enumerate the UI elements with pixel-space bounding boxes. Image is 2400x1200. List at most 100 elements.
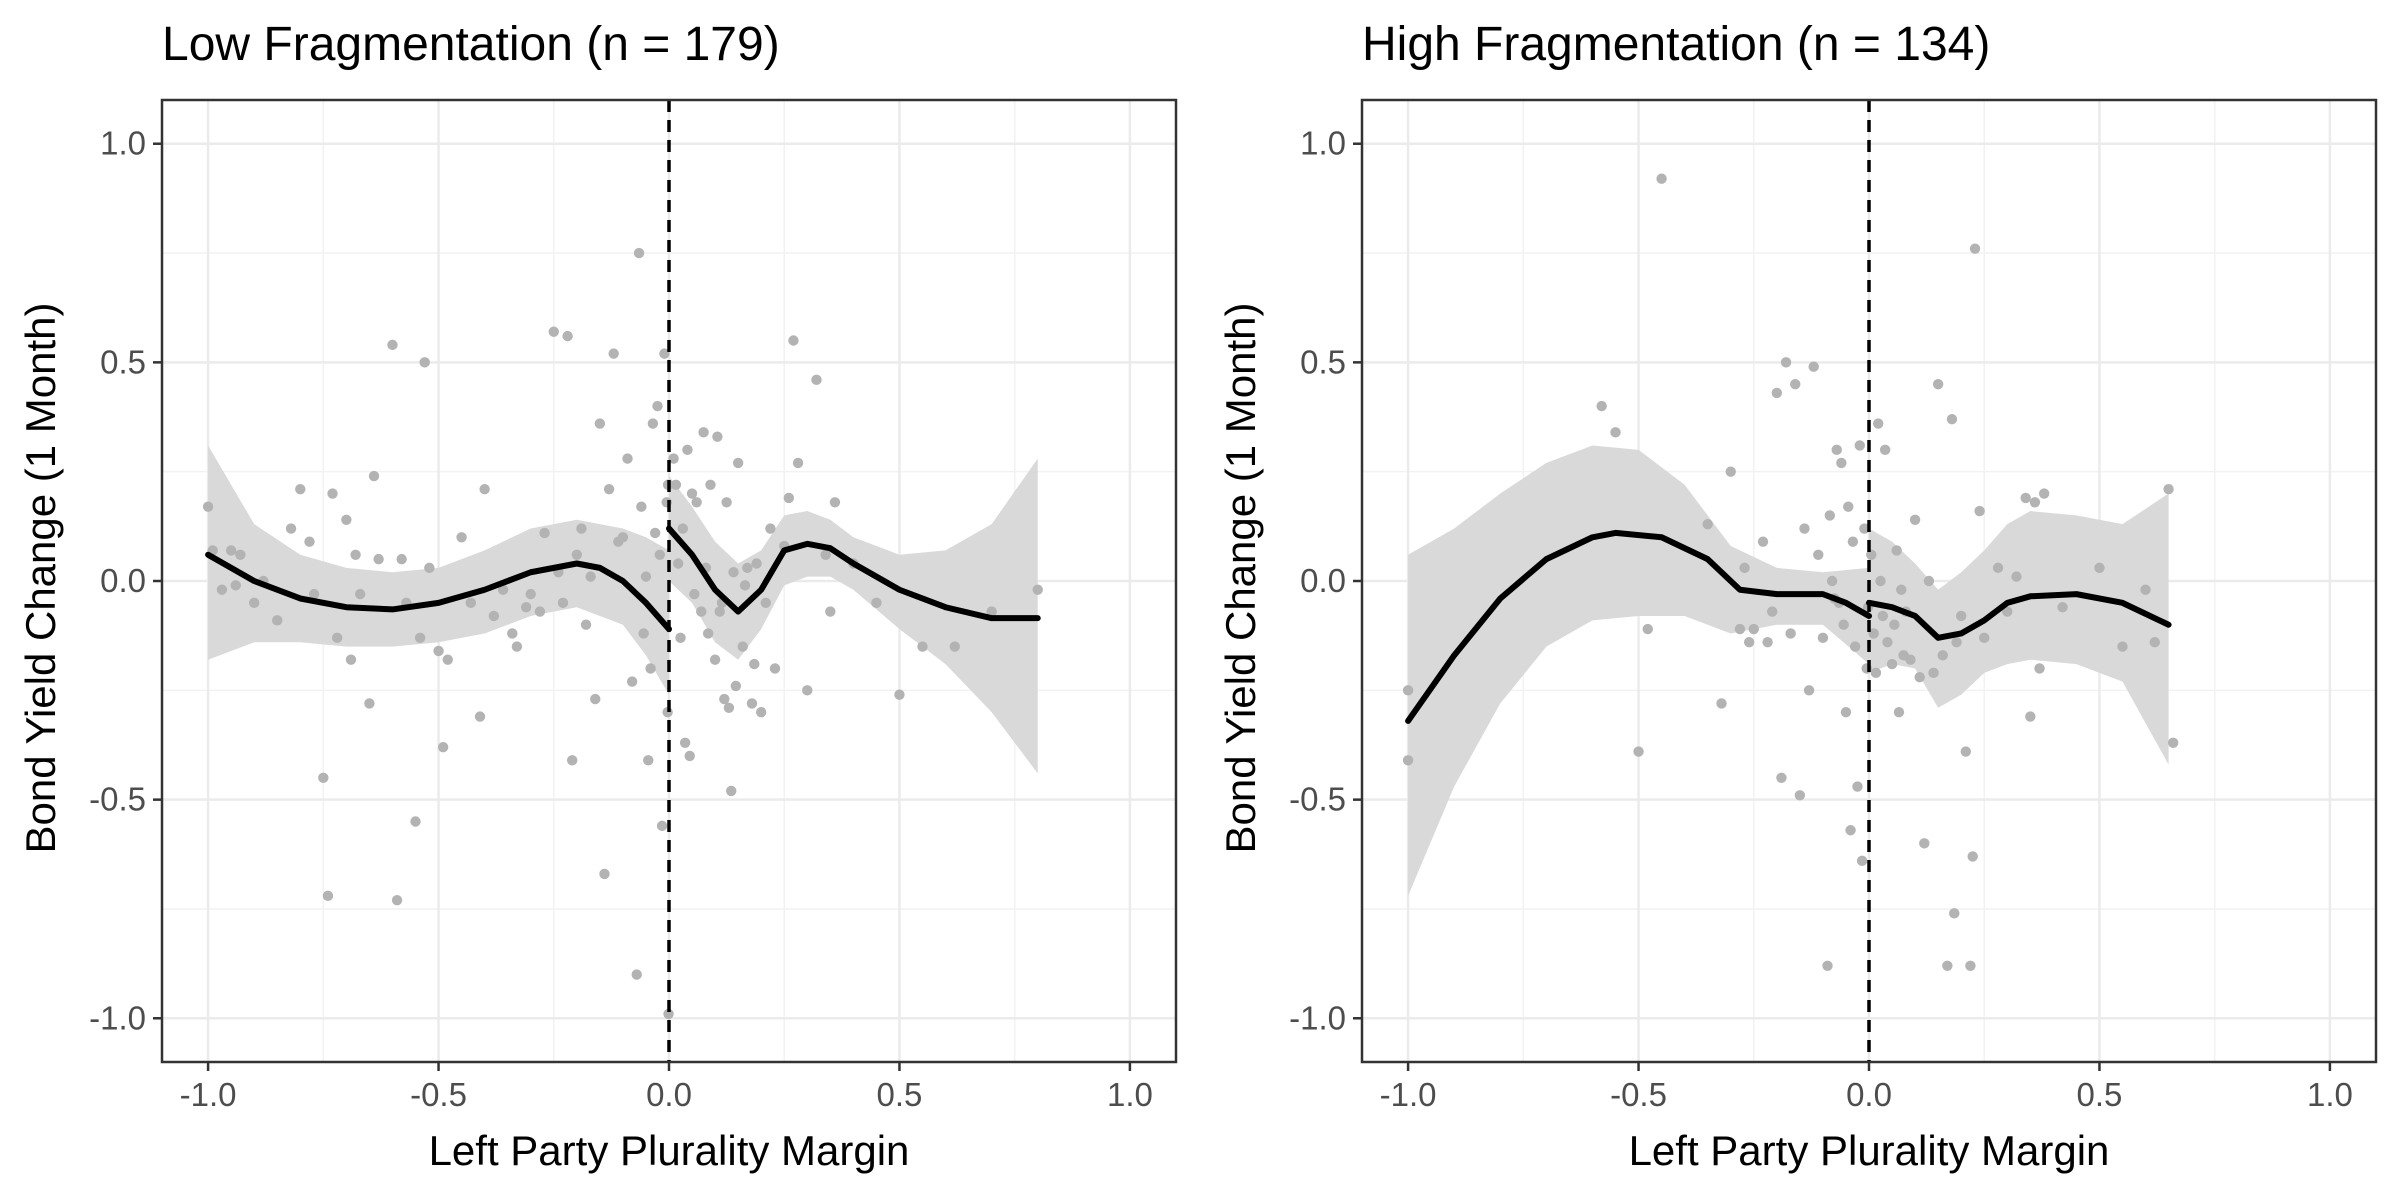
x-axis-title: Left Party Plurality Margin [1629, 1127, 2110, 1174]
data-point [2034, 663, 2045, 674]
data-point [1856, 855, 1868, 867]
data-point [433, 645, 444, 657]
data-point [2117, 641, 2128, 652]
data-point [769, 663, 781, 674]
data-point [235, 549, 246, 560]
data-point [749, 658, 760, 670]
data-point [1932, 379, 1944, 390]
confidence-band [669, 458, 1038, 774]
data-point [2025, 711, 2036, 722]
data-point [765, 523, 776, 534]
data-point [684, 750, 695, 762]
data-point [2029, 497, 2041, 508]
data-point [709, 654, 721, 665]
data-point [723, 702, 735, 714]
data-point [986, 606, 997, 617]
panel-low-fragmentation: Low Fragmentation (n = 179) -1.0 -0.5 0.0 0… [17, 18, 1178, 1174]
data-point [295, 483, 306, 495]
data-point [721, 497, 732, 508]
y-tick-label: -0.5 [1289, 781, 1346, 818]
data-point [2038, 488, 2050, 499]
data-point [783, 492, 795, 504]
data-point [1882, 637, 1893, 648]
confidence-band [1408, 445, 1869, 896]
data-point [1824, 510, 1836, 521]
data-point [643, 755, 654, 766]
data-point [2057, 602, 2068, 613]
data-point [424, 562, 435, 574]
data-point [633, 247, 645, 259]
data-point [1891, 545, 1902, 556]
data-point [1734, 623, 1746, 635]
data-point [1776, 772, 1787, 783]
data-point [732, 457, 744, 469]
data-point [1847, 536, 1859, 547]
data-point [670, 479, 682, 490]
data-point [465, 597, 477, 609]
panel-high-fragmentation: High Fragmentation (n = 134) -1.0 -0.5 0.0… [1217, 18, 2378, 1174]
data-point [2011, 571, 2022, 582]
data-point [1879, 444, 1891, 456]
data-point [599, 868, 610, 880]
data-point [1813, 549, 1824, 560]
data-point [1873, 418, 1884, 429]
data-point [829, 497, 841, 508]
data-point [719, 693, 730, 705]
data-point [739, 580, 751, 591]
data-point [917, 641, 928, 652]
x-tick-label: -1.0 [180, 1076, 237, 1113]
data-point [742, 562, 753, 574]
data-point [1942, 960, 1953, 971]
data-point [373, 553, 384, 565]
data-point [590, 693, 601, 705]
data-point [668, 453, 679, 464]
data-point [1896, 584, 1907, 595]
data-point [617, 532, 629, 543]
plot-area: -1.0 -0.5 0.0 0.5 1.0 1.0 0.5 0.0 -0.5 -1.0 [89, 98, 1178, 1113]
data-point [626, 676, 638, 687]
data-point [2140, 584, 2151, 595]
data-point [387, 339, 398, 351]
x-tick-label: 0.5 [877, 1076, 923, 1113]
data-point [647, 418, 659, 429]
y-tick-label: -1.0 [89, 999, 146, 1036]
data-point [1836, 457, 1847, 469]
data-point [304, 536, 315, 547]
data-point [811, 374, 822, 386]
data-point [1402, 685, 1414, 696]
data-point [1974, 505, 1985, 517]
data-point [1875, 575, 1886, 587]
data-point [696, 606, 707, 617]
data-point [2168, 737, 2179, 748]
data-point [656, 820, 668, 832]
data-point [894, 689, 905, 700]
data-point [567, 755, 578, 766]
data-point [1946, 414, 1958, 425]
data-point [608, 348, 619, 359]
data-point [654, 549, 665, 560]
data-point [2002, 606, 2013, 617]
y-tick-label: 0.0 [100, 562, 146, 599]
x-tick-label: 0.5 [2077, 1076, 2123, 1113]
data-point [1725, 466, 1736, 477]
data-point [1868, 628, 1879, 639]
data-point [539, 527, 550, 539]
plot-area: -1.0 -0.5 0.0 0.5 1.0 1.0 0.5 0.0 -0.5 -1.0 [1289, 98, 2378, 1113]
data-point [327, 488, 338, 499]
data-point [1969, 243, 1981, 254]
data-point [1743, 637, 1755, 648]
data-point [1914, 672, 1925, 683]
x-tick-label: 0.0 [646, 1076, 692, 1113]
data-point [1831, 444, 1842, 456]
data-point [755, 706, 767, 718]
x-tick-label: -1.0 [1380, 1076, 1437, 1113]
data-point [820, 549, 831, 560]
data-point [354, 588, 366, 600]
data-point [726, 785, 737, 797]
data-point [1909, 514, 1921, 525]
data-point [1905, 654, 1916, 665]
data-point [638, 628, 649, 639]
data-point [318, 772, 329, 783]
data-point [1889, 619, 1900, 630]
data-point [1799, 523, 1810, 534]
